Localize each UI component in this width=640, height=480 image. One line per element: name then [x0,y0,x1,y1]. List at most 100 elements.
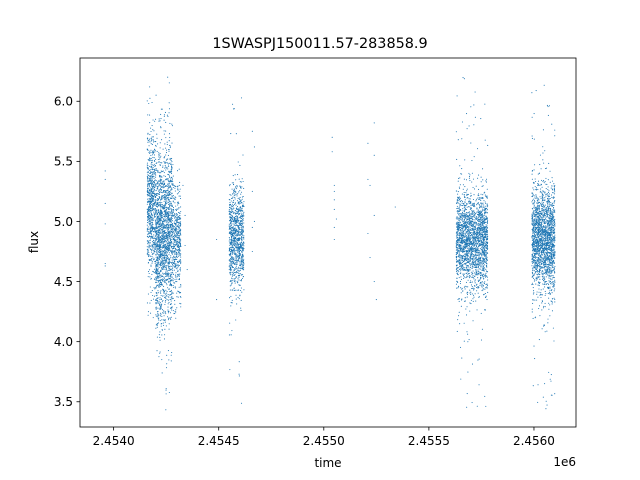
data-point [471,209,473,211]
data-point [457,202,459,204]
data-point [171,259,173,261]
data-point [156,222,158,224]
data-point [156,192,158,195]
data-point [158,286,160,288]
data-point [159,225,161,227]
data-point [147,177,149,179]
data-point [176,292,178,294]
data-point [158,273,160,275]
data-point [241,234,244,236]
data-point [155,145,157,147]
data-point [179,231,181,233]
data-point [151,208,153,210]
data-point [172,255,175,257]
data-point [172,248,174,250]
data-point [458,177,460,179]
data-point [172,229,174,231]
data-point [243,289,245,291]
data-point [160,308,162,310]
data-point [477,197,479,199]
data-point [458,206,460,208]
data-point [235,319,237,321]
data-point [234,194,236,196]
data-point [154,214,156,216]
data-point [237,245,239,247]
data-point [167,240,169,242]
data-point [157,249,159,251]
data-point [168,259,170,261]
data-point [464,300,466,302]
data-point [241,265,243,267]
data-point [162,253,164,255]
data-point [156,169,158,171]
data-point [147,181,149,183]
data-point [180,284,182,286]
data-point [232,189,235,191]
data-point [163,130,165,132]
data-point [164,175,166,177]
data-point [170,221,172,224]
data-point [234,215,237,218]
data-point [160,172,162,174]
data-point [235,263,237,265]
data-point [148,241,150,243]
data-point [169,208,171,210]
data-point [241,263,243,265]
data-point [162,166,164,168]
data-point [147,188,149,190]
data-point [157,213,159,215]
data-point [159,178,161,180]
data-point [165,199,167,201]
data-point [161,315,163,317]
data-point [482,185,484,187]
data-point [168,102,170,104]
data-point [461,261,463,264]
data-point [156,323,158,325]
data-point [466,271,468,273]
data-point [240,267,242,270]
data-point [170,181,172,183]
data-point [159,352,161,354]
data-point [153,271,155,273]
data-point [148,151,150,154]
data-point [239,190,241,192]
data-point [167,173,169,175]
data-point [461,168,463,170]
data-point [477,248,479,250]
data-point [152,219,154,221]
data-point [146,162,148,164]
data-point [473,245,475,248]
data-point [460,378,462,380]
data-point [239,269,241,271]
data-point [476,239,478,241]
data-point [236,263,238,265]
data-point [158,264,160,266]
data-point [470,106,472,108]
data-point [231,282,233,284]
data-point [171,167,173,170]
data-point [174,300,176,302]
data-point [166,149,168,151]
data-point [234,289,236,292]
data-point [239,273,241,275]
data-point [158,319,160,321]
data-point [147,222,149,224]
data-point [241,249,243,251]
data-point [163,254,165,256]
data-point [243,222,245,224]
data-point [167,296,169,298]
data-point [154,186,156,188]
data-point [171,291,173,293]
data-point [148,223,150,225]
data-point [161,268,163,270]
data-point [147,201,149,203]
data-point [236,272,238,274]
data-point [157,307,159,309]
data-point [160,214,162,216]
data-point [148,175,151,177]
data-point [163,276,165,278]
data-point [158,257,160,259]
data-point [162,266,164,268]
data-point [228,228,230,230]
data-point [159,156,161,159]
